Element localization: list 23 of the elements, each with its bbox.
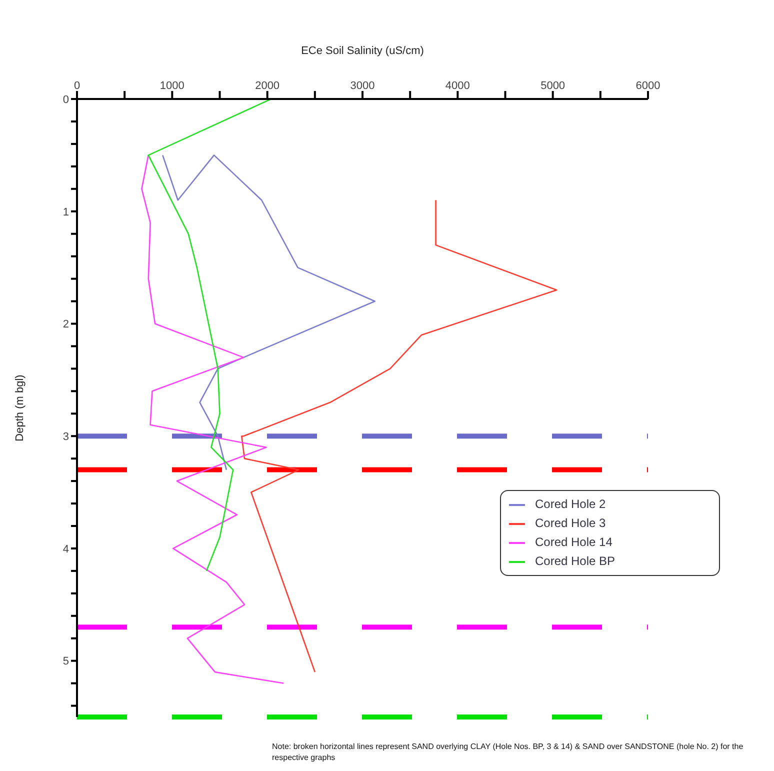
y-tick-label: 3 — [62, 430, 69, 443]
y-tick-label: 2 — [62, 318, 69, 331]
text: Note: broken horizontal lines represent SAND overlying CLAY (Hole Nos. BP, 3 & 14) & SAND over SANDSTONE (hole No. 2) for the respective graphs — [272, 741, 744, 763]
legend-label: Cored Hole 2 — [535, 497, 606, 511]
x-tick-label: 5000 — [540, 80, 566, 92]
legend-label: Cored Hole BP — [535, 554, 616, 568]
x-tick-label: 1000 — [160, 80, 184, 92]
y-axis-title: Depth (m bgl) — [14, 374, 26, 442]
line-series — [148, 99, 272, 572]
legend-label: Cored Hole 14 — [535, 535, 612, 549]
x-axis-title: ECe Soil Salinity (uS/cm) — [301, 44, 424, 57]
x-tick-label: 2000 — [255, 80, 280, 92]
x-tick-label: 6000 — [636, 80, 660, 92]
y-tick-label: 4 — [62, 543, 69, 556]
y-tick-label: 1 — [62, 206, 69, 218]
x-tick-label: 4000 — [445, 80, 470, 92]
y-tick-label: 0 — [62, 94, 69, 106]
y-tick-label: 5 — [62, 656, 69, 668]
x-tick-label: 3000 — [350, 80, 375, 92]
line-series — [162, 154, 376, 470]
x-tick-label: 0 — [74, 80, 80, 92]
legend-label: Cored Hole 3 — [535, 516, 606, 530]
line-series — [141, 154, 284, 684]
